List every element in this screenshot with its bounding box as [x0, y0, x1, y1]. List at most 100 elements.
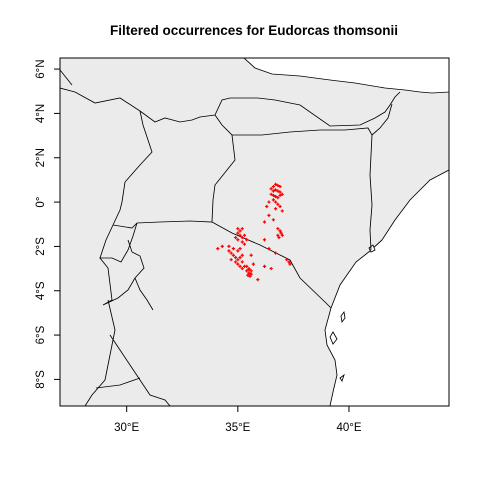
- occurrence-point: [238, 264, 242, 268]
- occurrence-point: [279, 231, 283, 235]
- x-tick-label: 40°E: [336, 422, 361, 434]
- occurrence-point: [238, 255, 242, 260]
- y-tick-label: 6°N: [35, 59, 47, 78]
- occurrence-point: [265, 204, 269, 209]
- occurrence-point: [248, 274, 252, 278]
- occurrence-point: [238, 247, 242, 251]
- occurrence-point: [269, 187, 273, 191]
- small-island: [339, 373, 345, 382]
- occurrence-point: [285, 258, 289, 262]
- occurrence-point: [229, 258, 233, 262]
- occurrence-point: [276, 233, 280, 237]
- occurrence-point: [247, 268, 251, 272]
- occurrence-point: [274, 182, 278, 186]
- occurrence-point: [271, 184, 275, 189]
- occurrence-point: [251, 262, 255, 266]
- occurrence-point: [234, 255, 238, 260]
- occurrence-point: [231, 253, 235, 257]
- occurrence-point: [278, 229, 282, 233]
- y-tick-label: 0°: [35, 197, 47, 208]
- occurrence-point: [271, 193, 275, 198]
- x-tick-label: 35°E: [225, 422, 250, 434]
- occurrence-point: [242, 233, 247, 237]
- occurrence-point: [287, 260, 291, 264]
- occurrence-point: [280, 209, 284, 213]
- occurrence-point: [236, 249, 240, 253]
- occurrence-point: [229, 251, 233, 255]
- occurrence-point: [274, 251, 278, 255]
- occurrence-point: [236, 231, 240, 235]
- y-tick-label: 4°N: [35, 104, 47, 123]
- occurrence-point: [246, 273, 250, 277]
- x-axis: 30°E 35°E 40°E: [114, 405, 362, 434]
- lamu-island: [368, 244, 376, 253]
- occurrence-point: [274, 194, 278, 199]
- occurrence-point: [271, 198, 275, 202]
- occurrence-point: [278, 193, 282, 198]
- occurrence-point: [249, 253, 253, 257]
- occurrence-point: [238, 229, 242, 233]
- occurrence-points: [216, 182, 292, 282]
- y-tick-label: 2°S: [35, 237, 47, 256]
- occurrence-point: [278, 204, 282, 209]
- occurrence-point: [245, 269, 249, 273]
- occurrence-point: [240, 240, 244, 244]
- x-tick-label: 30°E: [114, 422, 139, 434]
- occurrence-point: [238, 233, 242, 237]
- occurrence-point: [278, 184, 282, 189]
- occurrence-point: [267, 200, 271, 204]
- chart-title: Filtered occurrences for Eudorcas thomso…: [110, 23, 398, 38]
- occurrence-point: [276, 196, 280, 200]
- occurrence-point: [245, 264, 249, 268]
- occurrence-point: [271, 189, 275, 193]
- occurrence-point: [288, 262, 292, 266]
- occurrence-point: [227, 249, 231, 253]
- zanzibar-island: [340, 310, 346, 324]
- occurrence-point: [267, 247, 271, 251]
- occurrence-point: [220, 244, 224, 249]
- y-tick-label: 8°S: [35, 370, 47, 389]
- occurrence-point: [242, 242, 247, 246]
- occurrence-point: [240, 260, 244, 264]
- occurrence-point: [216, 247, 220, 251]
- occurrence-point: [267, 213, 271, 217]
- country-borders: [60, 69, 401, 406]
- occurrence-point: [249, 272, 253, 276]
- occurrence-point: [249, 269, 253, 273]
- occurrence-point: [269, 266, 273, 271]
- mafia-island: [329, 331, 338, 345]
- occurrence-point: [278, 190, 282, 194]
- occurrence-point: [227, 244, 231, 249]
- occurrence-point: [236, 238, 240, 242]
- y-tick-label: 2°N: [35, 148, 47, 167]
- occurrence-point: [271, 218, 275, 222]
- occurrence-point: [274, 200, 278, 204]
- occurrence-point: [234, 235, 238, 240]
- occurrence-point: [236, 262, 240, 266]
- occurrence-point: [236, 258, 240, 262]
- occurrence-point: [276, 227, 280, 231]
- occurrence-point: [247, 271, 251, 275]
- occurrence-point: [234, 260, 238, 264]
- occurrence-point: [276, 202, 280, 206]
- occurrence-point: [262, 220, 267, 224]
- y-tick-label: 6°S: [35, 325, 47, 344]
- occurrence-point: [240, 235, 244, 240]
- occurrence-point: [256, 278, 260, 282]
- occurrence-point: [262, 264, 267, 268]
- occurrence-point: [274, 188, 278, 192]
- occurrence-point: [277, 235, 281, 240]
- occurrence-point: [280, 233, 284, 237]
- occurrence-point: [276, 183, 280, 188]
- occurrence-point: [240, 253, 244, 257]
- occurrence-point: [262, 238, 267, 242]
- y-axis: 8°S 6°S 4°S 2°S 0° 2°N 4°N 6°N: [35, 59, 61, 389]
- occurrence-point: [240, 266, 244, 271]
- occurrence-point: [280, 192, 284, 196]
- occurrence-point: [269, 192, 273, 196]
- occurrence-point: [236, 227, 240, 231]
- gulf-of-aden: [243, 58, 449, 94]
- occurrence-point: [231, 247, 235, 251]
- y-tick-label: 4°S: [35, 281, 47, 300]
- occurrence-point: [274, 207, 278, 211]
